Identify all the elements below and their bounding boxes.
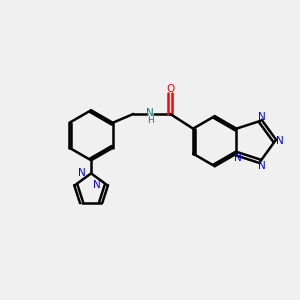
- Text: N: N: [276, 136, 284, 146]
- Text: N: N: [94, 180, 101, 190]
- Text: N: N: [234, 153, 242, 163]
- Text: H: H: [147, 116, 154, 125]
- Text: N: N: [258, 161, 266, 171]
- Text: N: N: [258, 112, 266, 122]
- Text: N: N: [146, 108, 154, 118]
- Text: O: O: [166, 84, 174, 94]
- Text: N: N: [78, 168, 86, 178]
